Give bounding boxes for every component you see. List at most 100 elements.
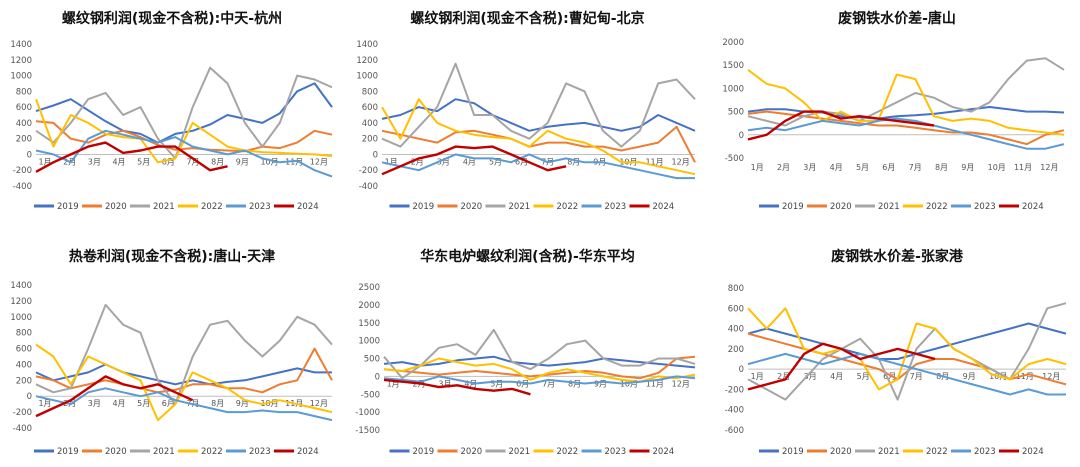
x-tick-label: 12月 <box>1042 372 1060 381</box>
y-tick-label: 1500 <box>722 61 744 71</box>
y-tick-label: 1000 <box>358 337 380 347</box>
legend-label: 2024 <box>1022 447 1044 457</box>
y-tick-label: 1200 <box>356 56 378 66</box>
x-tick-label: 2月 <box>777 372 790 381</box>
legend-label: 2020 <box>105 447 127 457</box>
legend-label: 2022 <box>557 202 579 212</box>
chart-title: 废钢铁水价差-唐山 <box>838 10 956 27</box>
y-tick-label: 2000 <box>358 301 380 311</box>
y-tick-label: -1000 <box>355 408 380 418</box>
legend-label: 2023 <box>974 447 996 457</box>
series-line-2021 <box>747 57 1065 127</box>
chart-panel-4: 热卷利润(现金不含税):唐山-天津 -400 -200 0 200 400 600 800 10… <box>2 240 342 465</box>
legend-label: 2019 <box>413 202 435 212</box>
y-tick-label: -200 <box>13 166 32 176</box>
y-tick-label: -400 <box>359 182 378 192</box>
legend-label: 2024 <box>1022 202 1044 212</box>
chart-panel-1: 螺纹钢利润(现金不含税):中天-杭州 -400 -200 0 200 400 600 800 1… <box>2 2 342 220</box>
x-tick-label: 8月 <box>567 157 580 166</box>
x-tick-label: 12月 <box>672 157 690 166</box>
y-tick-label: 200 <box>16 135 32 145</box>
x-tick-label: 8月 <box>935 163 948 172</box>
x-tick-label: 7月 <box>186 157 199 166</box>
x-tick-label: 6月 <box>515 157 528 166</box>
x-tick-label: 9月 <box>961 163 974 172</box>
legend-label: 2019 <box>57 447 79 457</box>
x-tick-label: 11月 <box>1014 163 1032 172</box>
y-tick-label: 400 <box>16 119 32 129</box>
legend-label: 2019 <box>782 447 804 457</box>
y-tick-label: 0 <box>739 365 744 375</box>
x-tick-label: 4月 <box>112 157 125 166</box>
x-tick-label: 6月 <box>516 379 529 388</box>
y-tick-label: 400 <box>16 360 32 370</box>
y-tick-label: 400 <box>362 119 378 129</box>
y-tick-label: 200 <box>16 376 32 386</box>
legend-label: 2022 <box>926 447 948 457</box>
y-tick-label: 600 <box>728 304 744 314</box>
x-tick-label: 10月 <box>260 399 278 408</box>
legend-label: 2021 <box>878 202 900 212</box>
legend-label: 2021 <box>509 447 531 457</box>
x-tick-label: 9月 <box>594 379 607 388</box>
x-tick-label: 4月 <box>464 379 477 388</box>
legend-label: 2020 <box>461 447 483 457</box>
x-tick-label: 9月 <box>236 157 249 166</box>
chart-svg-1: 螺纹钢利润(现金不含税):中天-杭州 -400 -200 0 200 400 600 800 1… <box>10 10 333 212</box>
chart-svg-3: 废钢铁水价差-唐山 -500 0 500 1000 1500 2000 1月 2月 3月 4月 5月 6… <box>722 10 1065 212</box>
y-tick-label: 1000 <box>10 72 32 82</box>
legend-label: 2021 <box>153 202 175 212</box>
legend-label: 2019 <box>782 202 804 212</box>
series-line-2023 <box>35 129 333 178</box>
x-tick-label: 1月 <box>751 163 764 172</box>
series-line-2024 <box>381 145 567 176</box>
series-line-2021 <box>35 66 333 160</box>
y-tick-label: 500 <box>364 355 380 365</box>
y-tick-label: -500 <box>361 390 380 400</box>
x-tick-label: 5月 <box>489 157 502 166</box>
x-tick-label: 4月 <box>830 372 843 381</box>
series-line-2021 <box>747 302 1067 401</box>
x-tick-label: 6月 <box>883 372 896 381</box>
x-tick-label: 10月 <box>260 157 278 166</box>
x-tick-label: 7月 <box>910 372 923 381</box>
chart-title: 螺纹钢利润(现金不含税):曹妃甸-北京 <box>410 10 644 27</box>
x-tick-label: 5月 <box>856 163 869 172</box>
x-tick-label: 4月 <box>830 163 843 172</box>
legend-label: 2024 <box>653 447 675 457</box>
legend-label: 2021 <box>878 447 900 457</box>
x-tick-label: 11月 <box>646 379 664 388</box>
x-tick-label: 8月 <box>211 399 224 408</box>
x-tick-label: 2月 <box>411 157 424 166</box>
y-tick-label: 600 <box>16 345 32 355</box>
series-line-2022 <box>35 98 333 164</box>
legend-label: 2019 <box>57 202 79 212</box>
x-tick-label: 1月 <box>38 157 51 166</box>
y-tick-label: 1500 <box>358 319 380 329</box>
x-tick-label: 6月 <box>162 157 175 166</box>
y-tick-label: 0 <box>375 372 380 382</box>
series-line-2023 <box>747 117 1065 150</box>
y-tick-label: 2500 <box>358 283 380 293</box>
y-tick-label: -400 <box>13 424 32 434</box>
series-line-2022 <box>35 343 333 422</box>
x-tick-label: 1月 <box>751 372 764 381</box>
chart-title: 废钢铁水价差-张家港 <box>831 248 964 265</box>
series-line-2019 <box>747 322 1067 360</box>
x-tick-label: 12月 <box>310 157 328 166</box>
series-line-2022 <box>381 98 696 176</box>
series-line-2024 <box>35 375 194 418</box>
chart-panel-2: 螺纹钢利润(现金不含税):曹妃甸-北京 -400 -200 0 200 400 600 800… <box>350 2 705 220</box>
chart-panel-6: 废钢铁水价差-张家港 -600 -400 -200 0 200 400 600 800 1月 2月 3… <box>716 240 1078 465</box>
x-tick-label: 12月 <box>1040 163 1058 172</box>
series-line-2023 <box>383 375 696 385</box>
y-tick-label: 1200 <box>10 297 32 307</box>
legend-label: 2023 <box>974 202 996 212</box>
y-tick-label: 1000 <box>356 72 378 82</box>
series-line-2020 <box>381 125 696 163</box>
legend-label: 2020 <box>830 447 852 457</box>
y-tick-label: -400 <box>725 406 744 416</box>
legend-label: 2022 <box>926 202 948 212</box>
legend-label: 2021 <box>153 447 175 457</box>
series-line-2020 <box>383 355 696 380</box>
